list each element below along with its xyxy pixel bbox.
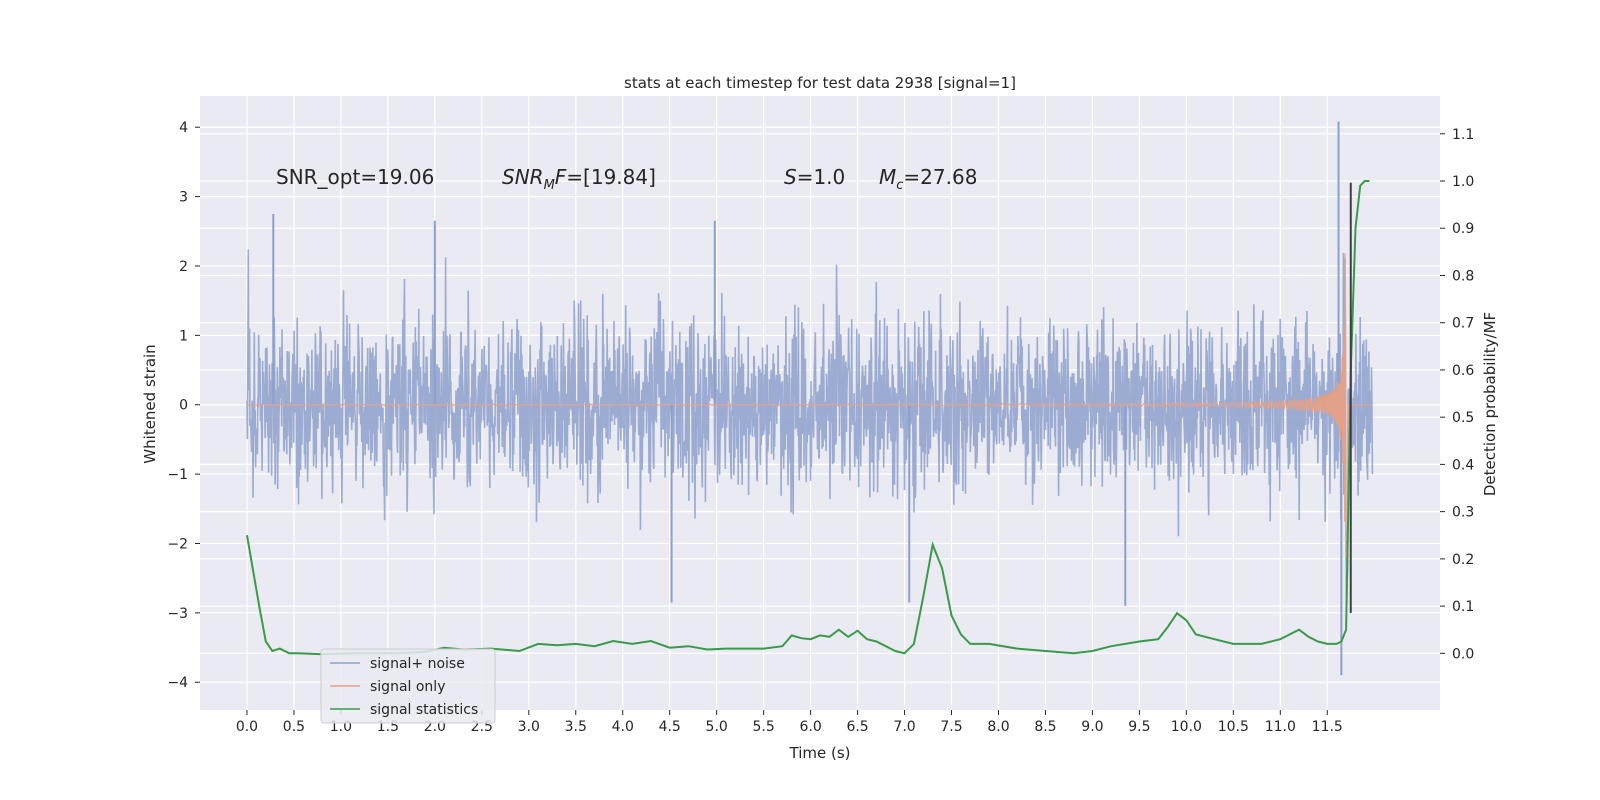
legend-label-stats: signal statistics <box>370 702 478 718</box>
annotation-mc: Mc=27.68 <box>879 165 977 193</box>
x-tick-label: 3.0 <box>518 719 540 735</box>
y-right-tick-label: 0.8 <box>1452 268 1474 284</box>
x-tick-label: 3.5 <box>565 719 587 735</box>
x-axis-label: Time (s) <box>789 744 851 762</box>
y-left-tick-label: −2 <box>167 536 188 552</box>
legend-label-noise: signal+ noise <box>370 656 465 672</box>
x-tick-label: 6.5 <box>846 719 868 735</box>
y-right-tick-label: 0.4 <box>1452 457 1474 473</box>
y-right-tick-label: 0.2 <box>1452 552 1474 568</box>
annotation-s-value: =1.0 <box>797 165 846 189</box>
y-left-tick-label: 0 <box>179 398 188 414</box>
x-tick-label: 7.0 <box>893 719 915 735</box>
signal-only-series <box>246 253 1373 559</box>
x-tick-label: 0.5 <box>283 719 305 735</box>
legend: signal+ noise signal only signal statist… <box>320 648 496 724</box>
annotation-snr-mf-base: SNR <box>502 165 544 189</box>
y-right-tick-label: 0.1 <box>1452 599 1474 615</box>
y-left-tick-label: 3 <box>179 190 188 206</box>
annotation-snr-mf-value: =[19.84] <box>566 165 656 189</box>
y-left-tick-label: 2 <box>179 259 188 275</box>
x-tick-label: 8.5 <box>1034 719 1056 735</box>
x-tick-label: 7.5 <box>940 719 962 735</box>
y-left-tick-label: −1 <box>167 467 188 483</box>
annotation-mc-symbol: M <box>879 165 896 189</box>
y-left-axis-ticks: 4 3 2 1 0 −1 −2 −3 −4 <box>167 120 200 691</box>
x-tick-label: 5.5 <box>753 719 775 735</box>
x-tick-label: 10.5 <box>1218 719 1249 735</box>
x-tick-label: 4.0 <box>612 719 634 735</box>
signal-noise-series <box>246 121 1374 676</box>
y-right-tick-label: 1.0 <box>1452 174 1474 190</box>
x-tick-label: 8.0 <box>987 719 1009 735</box>
legend-label-signal: signal only <box>370 679 445 695</box>
x-tick-label: 10.0 <box>1171 719 1202 735</box>
y-right-tick-label: 0.7 <box>1452 316 1474 332</box>
y-right-axis-ticks: 1.1 1.0 0.9 0.8 0.7 0.6 0.5 0.4 0.3 0.2 0.1 0.0 <box>1440 127 1474 662</box>
y-left-tick-label: −4 <box>167 675 188 691</box>
y-right-tick-label: 1.1 <box>1452 127 1474 143</box>
y-right-tick-label: 0.5 <box>1452 410 1474 426</box>
y-left-tick-label: 1 <box>179 328 188 344</box>
y-left-tick-label: 4 <box>179 120 188 136</box>
y-left-tick-label: −3 <box>167 606 188 622</box>
x-tick-label: 0.0 <box>236 719 258 735</box>
legend-box <box>320 648 496 724</box>
annotation-snr-mf-sub: M <box>544 178 555 193</box>
x-tick-label: 9.0 <box>1081 719 1103 735</box>
x-tick-label: 11.5 <box>1312 719 1343 735</box>
x-tick-label: 9.5 <box>1128 719 1150 735</box>
annotation-s: S=1.0 <box>784 165 845 189</box>
annotation-snr-mf: SNRMF=[19.84] <box>502 165 656 193</box>
annotation-mc-value: =27.68 <box>903 165 977 189</box>
y-right-axis-label: Detection probability/MF <box>1481 312 1499 496</box>
y-right-tick-label: 0.6 <box>1452 363 1474 379</box>
annotation-snr-opt: SNR_opt=19.06 <box>276 165 434 189</box>
x-tick-label: 6.0 <box>799 719 821 735</box>
annotation-s-symbol: S <box>784 165 797 189</box>
annotation-snr-mf-rest-f: F <box>555 165 567 189</box>
x-tick-label: 11.0 <box>1265 719 1296 735</box>
y-right-tick-label: 0.0 <box>1452 646 1474 662</box>
y-right-tick-label: 0.9 <box>1452 221 1474 237</box>
y-left-axis-label: Whitened strain <box>141 344 159 463</box>
x-tick-label: 5.0 <box>706 719 728 735</box>
chart-title: stats at each timestep for test data 293… <box>624 74 1016 92</box>
y-right-tick-label: 0.3 <box>1452 505 1474 521</box>
x-tick-label: 4.5 <box>659 719 681 735</box>
signal-trace <box>246 253 1373 559</box>
annotation-mc-sub: c <box>896 178 903 193</box>
